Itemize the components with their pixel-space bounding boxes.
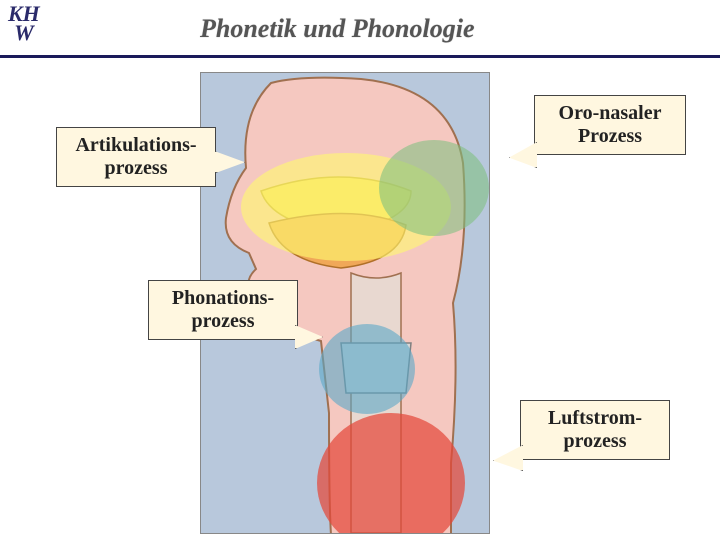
header: KH W Phonetik und Phonologie	[0, 0, 720, 58]
callout-line: Phonations-	[172, 287, 274, 309]
callout-line: Prozess	[578, 125, 642, 147]
slide: KH W Phonetik und Phonologie Artikulatio…	[0, 0, 720, 540]
page-title: Phonetik und Phonologie	[200, 14, 475, 44]
callout-line: prozess	[564, 430, 627, 452]
highlight-larynx	[319, 324, 415, 414]
callout-artikulation: Artikulations- prozess	[56, 127, 216, 187]
callout-luftstrom: Luftstrom- prozess	[520, 400, 670, 460]
callout-tail	[509, 142, 537, 168]
callout-oronasal: Oro-nasaler Prozess	[534, 95, 686, 155]
callout-line: prozess	[105, 157, 168, 179]
callout-line: Luftstrom-	[548, 407, 642, 429]
callout-line: Artikulations-	[75, 134, 196, 156]
callout-phonation: Phonations- prozess	[148, 280, 298, 340]
highlight-nasal	[379, 140, 489, 236]
logo-line2: W	[8, 23, 40, 44]
callout-line: prozess	[192, 310, 255, 332]
callout-tail	[493, 445, 523, 471]
callout-line: Oro-nasaler	[559, 102, 662, 124]
logo: KH W	[8, 4, 40, 44]
